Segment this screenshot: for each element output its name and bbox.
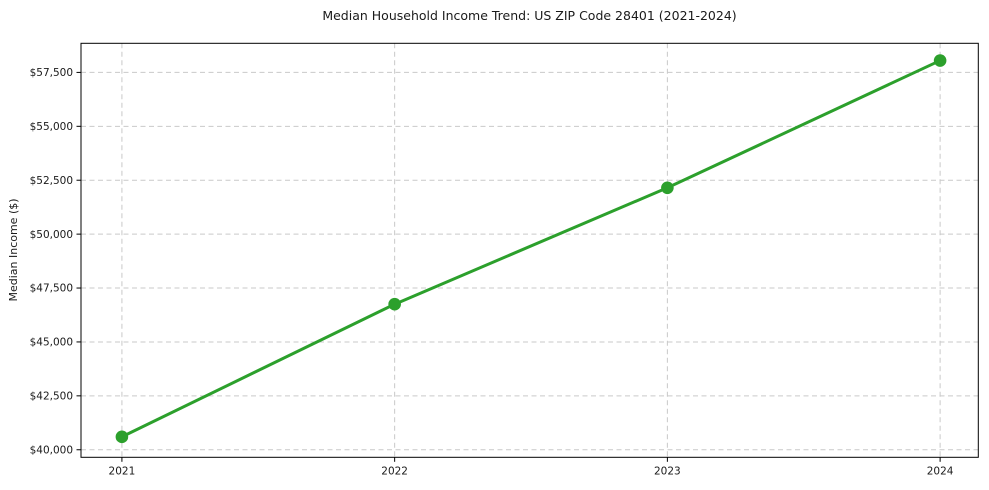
y-tick-label: $50,000 [30,229,73,241]
y-tick-label: $47,500 [30,283,73,295]
data-point-2024 [933,54,947,67]
y-tick-label: $55,000 [30,121,73,133]
y-tick-label: $45,000 [30,337,73,349]
x-tick-label: 2021 [109,465,136,477]
chart-title: Median Household Income Trend: US ZIP Co… [322,8,737,23]
data-point-2022 [388,297,401,311]
plot-border [80,42,979,458]
y-tick-label: $57,500 [30,67,73,79]
y-tick-label: $40,000 [30,444,73,456]
x-tick-label: 2023 [654,465,681,477]
x-tick-label: 2024 [927,465,954,477]
y-tick-label: $42,500 [30,391,73,403]
data-point-2021 [115,430,129,444]
data-point-2023 [661,181,674,195]
y-tick-label: $52,500 [30,175,73,187]
trend-line [120,59,942,439]
x-tick-label: 2022 [381,465,408,477]
